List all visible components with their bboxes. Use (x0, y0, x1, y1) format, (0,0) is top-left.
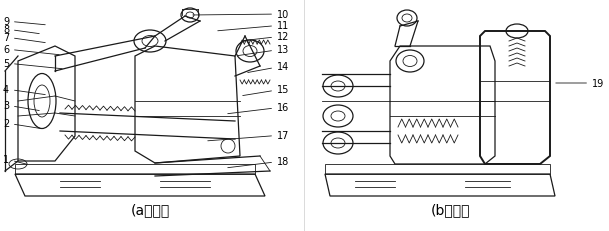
Text: 16: 16 (228, 103, 289, 114)
Text: 19: 19 (556, 79, 604, 89)
Text: 6: 6 (3, 45, 59, 55)
Text: 9: 9 (3, 17, 45, 27)
Text: 11: 11 (218, 21, 289, 32)
Text: 5: 5 (3, 59, 62, 70)
Text: 2: 2 (3, 119, 41, 129)
Text: (b）逆向: (b）逆向 (430, 202, 470, 216)
Text: 14: 14 (248, 62, 289, 73)
Text: 1: 1 (3, 154, 27, 165)
Text: (a）正向: (a）正向 (130, 202, 170, 216)
Text: 4: 4 (3, 85, 45, 95)
Text: 12: 12 (243, 32, 289, 42)
Text: 18: 18 (228, 156, 289, 168)
Text: 10: 10 (193, 10, 289, 20)
Text: 8: 8 (3, 25, 39, 35)
Text: 17: 17 (208, 131, 289, 141)
Text: 15: 15 (243, 85, 289, 96)
Text: 3: 3 (3, 100, 39, 111)
Text: 13: 13 (238, 45, 289, 56)
Text: 7: 7 (3, 33, 45, 43)
